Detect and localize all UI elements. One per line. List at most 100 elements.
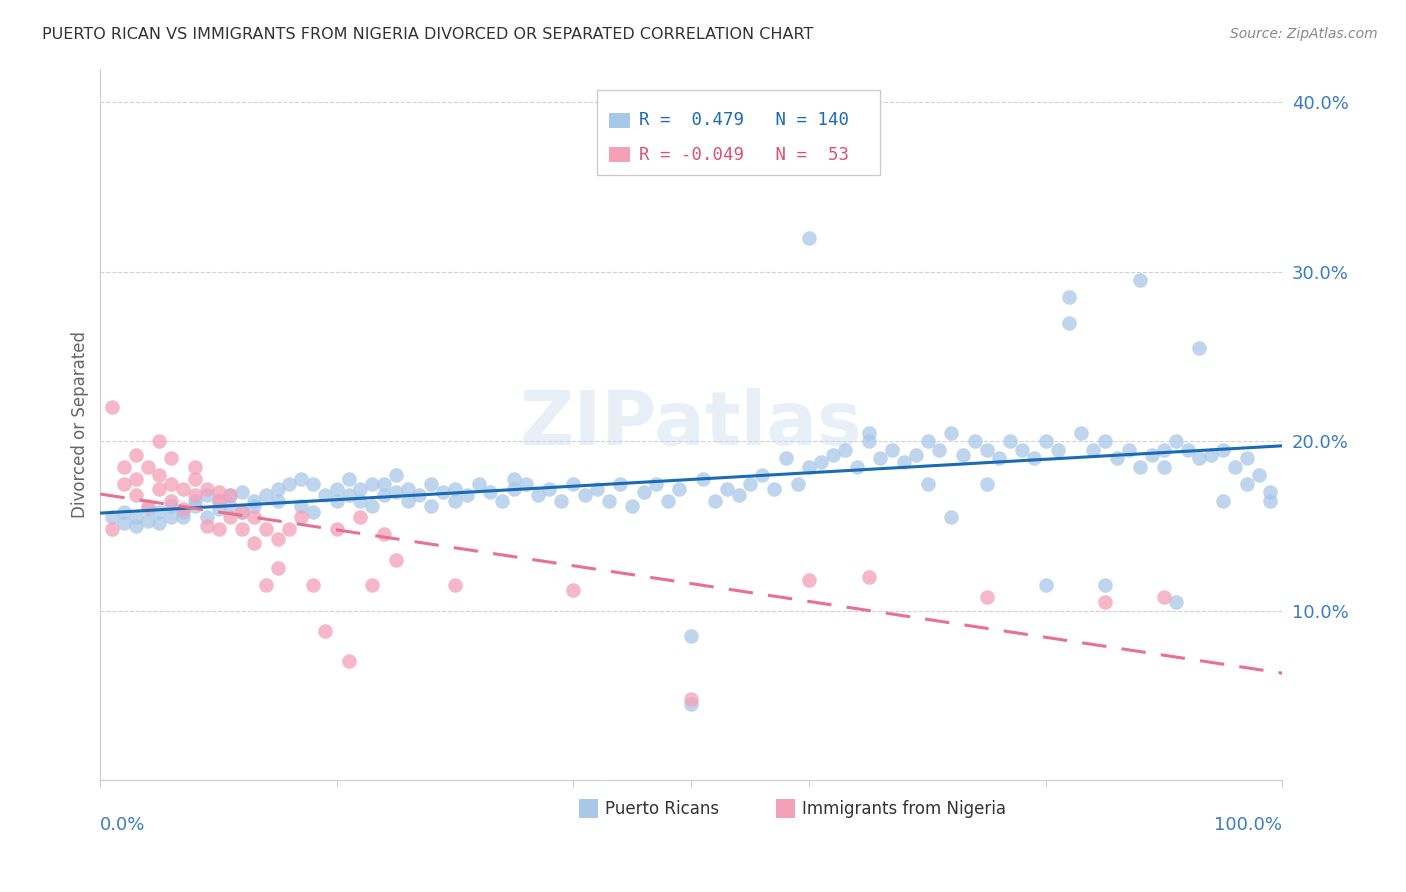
Point [1153,590,1175,604]
Point [266,533,288,547]
Point [562,583,585,598]
Point [727,488,749,502]
Point [136,459,159,474]
Point [302,476,325,491]
Point [195,510,218,524]
Point [751,468,773,483]
Point [396,482,419,496]
Point [231,522,253,536]
Point [420,499,443,513]
Point [101,510,124,524]
Text: PUERTO RICAN VS IMMIGRANTS FROM NIGERIA DIVORCED OR SEPARATED CORRELATION CHART: PUERTO RICAN VS IMMIGRANTS FROM NIGERIA … [42,27,814,42]
Point [681,691,703,706]
Point [963,434,986,449]
Point [148,482,170,496]
Point [373,527,395,541]
Point [207,493,229,508]
Point [917,476,939,491]
Point [148,505,170,519]
Point [314,488,336,502]
Point [337,655,360,669]
Point [550,493,572,508]
Point [243,510,266,524]
Point [254,522,277,536]
Point [432,485,454,500]
Point [125,510,148,524]
Point [361,499,384,513]
Point [668,482,690,496]
Point [101,522,124,536]
Text: Source: ZipAtlas.com: Source: ZipAtlas.com [1230,27,1378,41]
Text: ZIPatlas: ZIPatlas [520,388,863,461]
Point [526,488,548,502]
Point [716,482,738,496]
Point [278,522,301,536]
Point [184,471,207,485]
Point [184,488,207,502]
Point [1212,442,1234,457]
Point [172,502,194,516]
Point [1177,442,1199,457]
Point [136,502,159,516]
Point [207,493,229,508]
Point [515,476,537,491]
Point [172,510,194,524]
Point [1188,451,1211,466]
Point [538,482,561,496]
Point [1070,425,1092,440]
Point [302,505,325,519]
Point [136,499,159,513]
Point [207,502,229,516]
Point [1094,595,1116,609]
Point [1022,451,1045,466]
Point [444,482,467,496]
Point [243,493,266,508]
Point [243,536,266,550]
Point [207,522,229,536]
Point [1153,442,1175,457]
Point [290,499,312,513]
Point [172,505,194,519]
Point [633,485,655,500]
Text: 100.0%: 100.0% [1215,815,1282,834]
Point [917,434,939,449]
Point [337,471,360,485]
Point [290,471,312,485]
Point [858,570,880,584]
Point [1164,595,1187,609]
Point [598,493,620,508]
Point [1000,434,1022,449]
Point [644,476,666,491]
Point [420,476,443,491]
Point [385,553,408,567]
Point [976,442,998,457]
Point [231,485,253,500]
Point [1011,442,1033,457]
Point [692,471,714,485]
Point [385,468,408,483]
Point [195,519,218,533]
Point [184,499,207,513]
Point [952,448,974,462]
Point [160,451,183,466]
Point [763,482,786,496]
Point [1046,442,1069,457]
Point [219,499,242,513]
Point [195,482,218,496]
Text: R = -0.049   N =  53: R = -0.049 N = 53 [640,145,849,163]
Point [160,510,183,524]
Point [740,476,762,491]
Point [1140,448,1163,462]
Point [101,401,124,415]
Point [1118,442,1140,457]
Point [562,476,585,491]
Point [337,488,360,502]
Point [219,488,242,502]
Point [160,499,183,513]
Point [361,476,384,491]
Point [254,578,277,592]
Text: R =  0.479   N = 140: R = 0.479 N = 140 [640,112,849,129]
Point [1059,316,1081,330]
Point [585,482,607,496]
Point [904,448,927,462]
